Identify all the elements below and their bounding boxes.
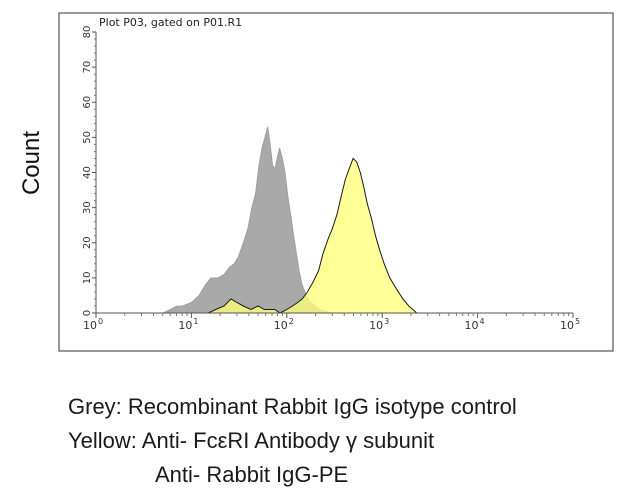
y-tick-label: 20 bbox=[82, 236, 93, 249]
x-tick-exponent: 1 bbox=[193, 317, 198, 326]
y-axis-label-container: Count bbox=[12, 118, 52, 208]
y-tick-label: 60 bbox=[82, 96, 93, 109]
y-tick-label: 40 bbox=[82, 166, 93, 179]
y-tick-label: 0 bbox=[82, 310, 93, 316]
x-tick-label: 102 bbox=[274, 317, 294, 332]
y-axis-label: Count bbox=[18, 130, 45, 196]
x-tick-exponent: 3 bbox=[384, 317, 389, 326]
y-tick-label: 70 bbox=[82, 61, 93, 74]
y-tick-label: 50 bbox=[82, 131, 93, 144]
flow-histogram-chart: Plot P03, gated on P01.R1 01020304050607… bbox=[58, 12, 614, 352]
histogram-series-0 bbox=[96, 126, 383, 314]
histogram-series-1 bbox=[96, 157, 428, 314]
x-tick-exponent: 0 bbox=[98, 317, 103, 326]
caption-grey-legend: Grey: Recombinant Rabbit IgG isotype con… bbox=[68, 394, 517, 419]
caption-yellow-legend: Yellow: Anti- FcεRI Antibody γ subunit bbox=[68, 428, 435, 453]
x-tick-label: 104 bbox=[465, 317, 485, 332]
y-tick-label: 30 bbox=[82, 201, 93, 214]
x-tick-label: 103 bbox=[369, 317, 389, 332]
x-tick-label: 105 bbox=[560, 317, 580, 332]
plot-title: Plot P03, gated on P01.R1 bbox=[99, 16, 242, 29]
y-tick-label: 80 bbox=[82, 26, 93, 39]
chart-frame bbox=[58, 12, 614, 352]
caption-secondary-antibody: Anti- Rabbit IgG-PE bbox=[155, 462, 349, 487]
y-tick-label: 10 bbox=[82, 272, 93, 285]
x-tick-label: 100 bbox=[83, 317, 103, 332]
x-tick-exponent: 2 bbox=[289, 317, 294, 326]
x-tick-exponent: 4 bbox=[480, 317, 485, 326]
x-tick-label: 101 bbox=[178, 317, 198, 332]
x-tick-exponent: 5 bbox=[575, 317, 580, 326]
